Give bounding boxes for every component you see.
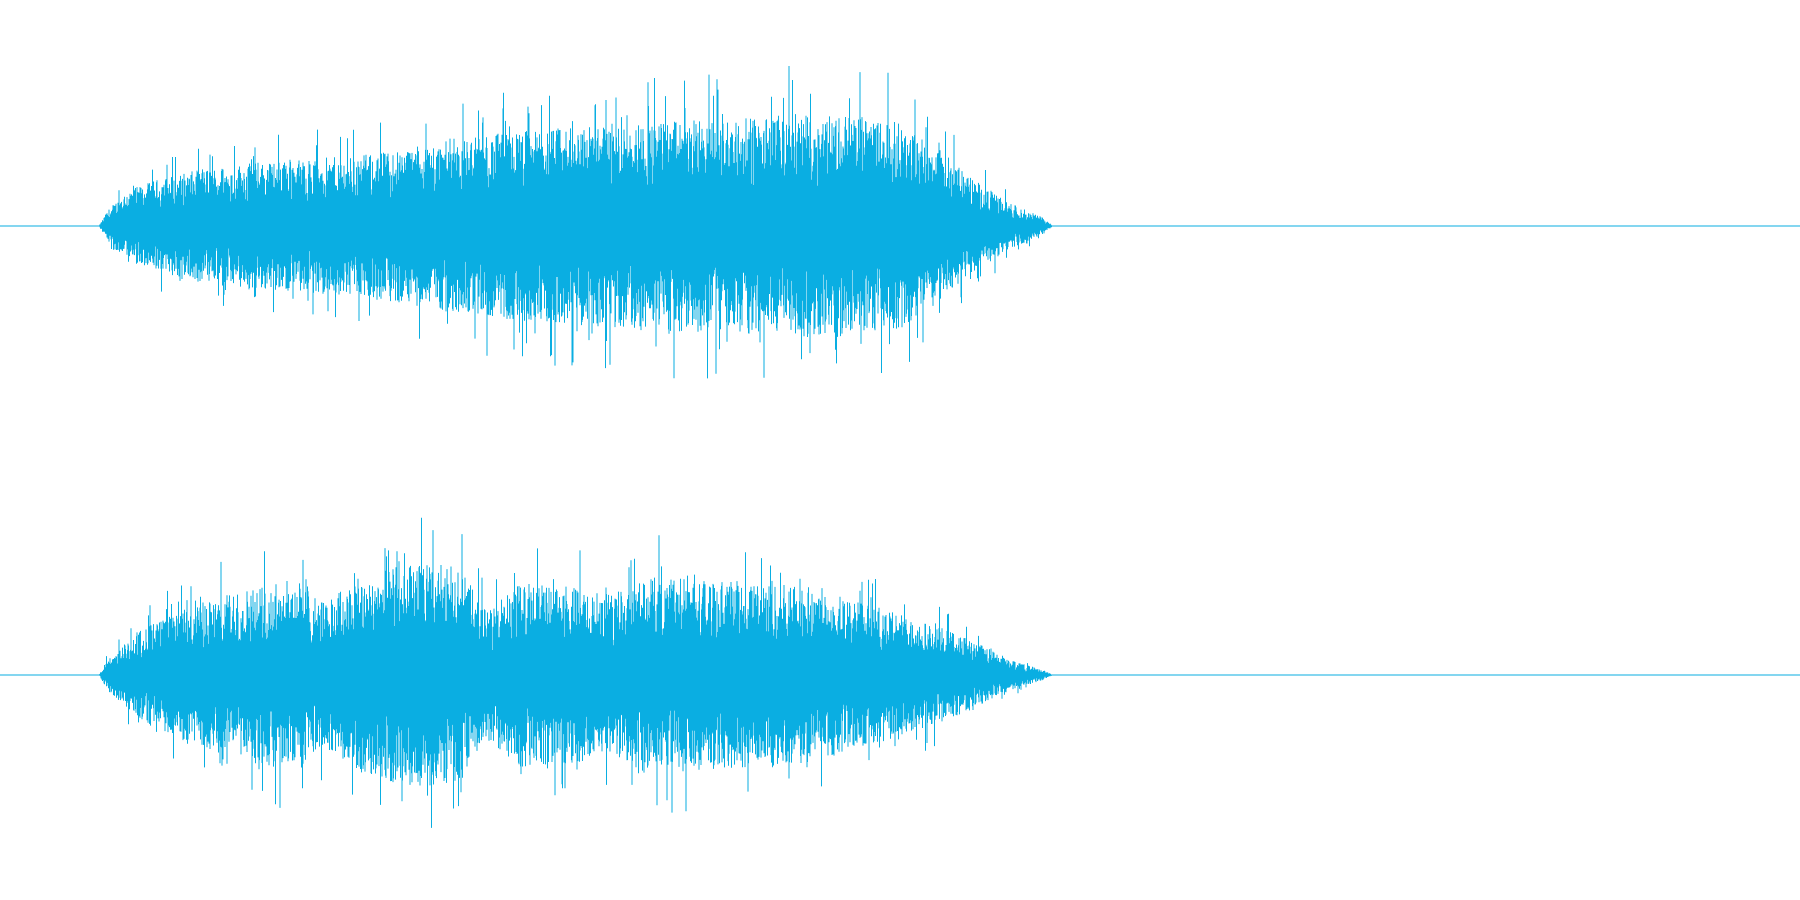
- waveform-channel-1: [0, 66, 1800, 379]
- channel-1-waveform: [99, 66, 1053, 379]
- channel-2-waveform: [99, 517, 1053, 828]
- waveform-channel-2: [0, 517, 1800, 828]
